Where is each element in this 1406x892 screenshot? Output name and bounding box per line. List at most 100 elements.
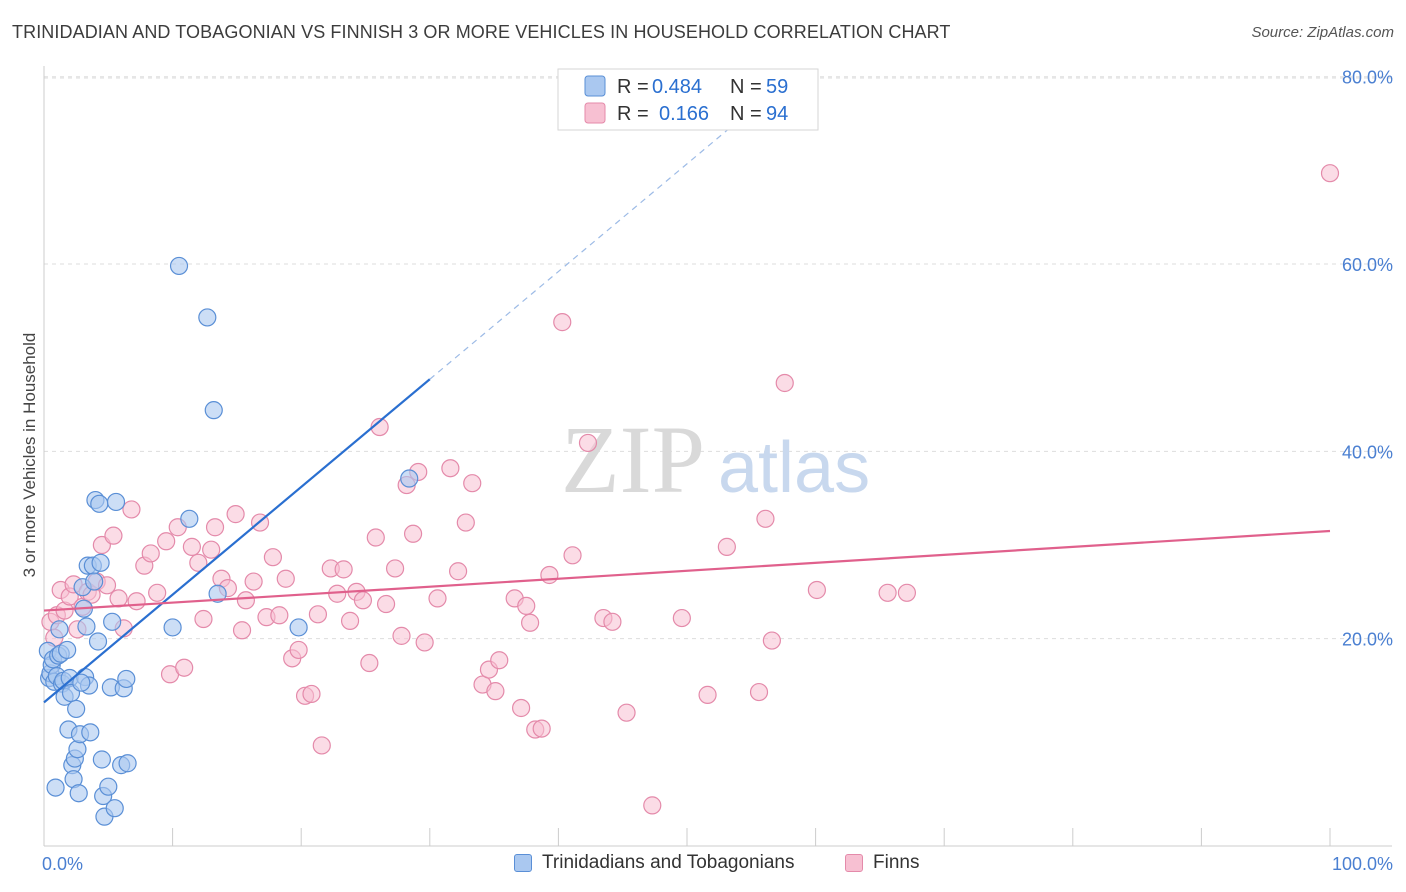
trend-line-trinidadians-extension xyxy=(429,120,739,380)
data-point-finns xyxy=(205,518,225,537)
data-point-finns xyxy=(302,684,321,704)
data-point-finns xyxy=(553,313,572,332)
data-point-finns xyxy=(194,609,213,629)
tick-labels: 20.0% 40.0% 60.0% 80.0% 0.0% 100.0% xyxy=(42,68,1393,874)
data-point-trinidadians xyxy=(117,669,136,689)
data-point-finns xyxy=(672,608,691,628)
data-point-finns xyxy=(456,513,475,532)
data-point-trinidadians xyxy=(208,584,227,603)
data-point-finns xyxy=(756,509,775,528)
data-point-trinidadians xyxy=(106,492,126,512)
data-point-finns xyxy=(334,560,353,579)
data-point-finns xyxy=(340,611,360,630)
data-point-trinidadians xyxy=(400,469,419,488)
data-point-finns xyxy=(698,685,717,704)
watermark: ZIP atlas xyxy=(561,406,870,513)
stats-legend-n-label-1: N = xyxy=(730,76,762,98)
stats-legend-r-label-2: R = xyxy=(617,103,649,125)
data-point-finns xyxy=(226,505,245,524)
data-point-finns xyxy=(109,589,128,608)
legend-swatch-pink xyxy=(845,854,863,872)
data-point-finns xyxy=(617,703,636,722)
data-point-trinidadians xyxy=(90,494,109,513)
y-tick-label: 60.0% xyxy=(1342,255,1393,275)
data-point-trinidadians xyxy=(289,618,308,637)
stats-legend: R = 0.484 N = 59 R = 0.166 N = 94 xyxy=(557,68,819,131)
data-point-finns xyxy=(270,606,289,625)
data-point-trinidadians xyxy=(198,308,217,327)
x-tick-label: 0.0% xyxy=(42,854,83,874)
data-point-finns xyxy=(175,658,194,677)
data-point-trinidadians xyxy=(88,632,108,651)
data-point-finns xyxy=(263,548,283,567)
trend-lines xyxy=(43,120,1331,704)
data-point-finns xyxy=(490,651,509,670)
data-point-trinidadians xyxy=(91,553,110,572)
data-point-finns xyxy=(517,596,536,616)
legend-swatch-blue xyxy=(514,854,532,872)
data-point-finns xyxy=(122,500,141,519)
data-point-trinidadians xyxy=(58,640,77,660)
data-point-finns xyxy=(141,544,160,563)
data-point-trinidadians xyxy=(72,673,91,692)
data-point-finns xyxy=(897,583,917,602)
data-point-finns xyxy=(148,583,167,602)
data-point-finns xyxy=(415,633,434,652)
data-point-finns xyxy=(521,613,540,632)
data-point-finns xyxy=(807,580,826,600)
x-tick-label: 100.0% xyxy=(1332,854,1393,874)
y-tick-label: 20.0% xyxy=(1342,630,1393,650)
data-point-finns xyxy=(775,373,794,393)
data-point-finns xyxy=(157,532,176,551)
stats-legend-blue-swatch xyxy=(584,75,606,97)
data-point-trinidadians xyxy=(163,618,182,637)
stats-legend-pink-swatch xyxy=(584,102,606,124)
data-point-finns xyxy=(448,562,468,581)
data-point-finns xyxy=(312,736,331,755)
data-point-finns xyxy=(366,528,385,547)
legend-item-finns: Finns xyxy=(845,852,919,874)
legend-item-trinidadians: Trinidadians and Tobagonians xyxy=(514,852,794,874)
data-point-trinidadians xyxy=(105,799,124,818)
stats-legend-r-value-2: 0.166 xyxy=(659,103,709,125)
data-point-finns xyxy=(360,653,379,673)
data-point-finns xyxy=(1320,164,1340,183)
data-point-finns xyxy=(749,682,769,702)
data-point-finns xyxy=(540,565,559,585)
data-point-trinidadians xyxy=(77,617,96,636)
stats-legend-r-value-1: 0.484 xyxy=(652,76,702,98)
data-point-finns xyxy=(563,546,582,565)
chart-source: Source: ZipAtlas.com xyxy=(1251,24,1394,41)
data-point-finns xyxy=(232,621,252,640)
data-point-finns xyxy=(643,796,662,815)
series-trinidadians-points xyxy=(38,256,419,826)
data-point-trinidadians xyxy=(118,754,137,773)
legend-label-finns: Finns xyxy=(873,852,920,873)
data-point-trinidadians xyxy=(68,740,87,759)
data-point-finns xyxy=(392,626,411,645)
data-point-finns xyxy=(385,559,405,578)
data-point-finns xyxy=(289,640,308,660)
data-point-finns xyxy=(578,433,598,453)
watermark-zip: ZIP xyxy=(561,406,705,513)
data-point-trinidadians xyxy=(103,612,122,631)
bottom-legend: Trinidadians and Tobagonians Finns xyxy=(0,852,1406,878)
axes-layer xyxy=(43,66,1392,847)
data-point-finns xyxy=(762,631,781,650)
data-point-finns xyxy=(878,583,897,602)
data-point-trinidadians xyxy=(46,778,65,797)
data-point-trinidadians xyxy=(85,572,104,591)
chart-title: TRINIDADIAN AND TOBAGONIAN VS FINNISH 3 … xyxy=(12,22,951,42)
data-point-finns xyxy=(376,594,396,614)
data-point-finns xyxy=(717,537,736,556)
data-point-finns xyxy=(428,589,447,608)
stats-legend-r-label-1: R = xyxy=(617,76,649,98)
stats-legend-n-value-2: 94 xyxy=(766,103,788,125)
legend-label-trinidadians: Trinidadians and Tobagonians xyxy=(542,852,795,873)
data-point-finns xyxy=(603,612,622,631)
data-point-trinidadians xyxy=(50,620,69,639)
data-point-finns xyxy=(403,524,423,543)
data-point-trinidadians xyxy=(69,784,88,803)
data-point-finns xyxy=(236,591,256,610)
